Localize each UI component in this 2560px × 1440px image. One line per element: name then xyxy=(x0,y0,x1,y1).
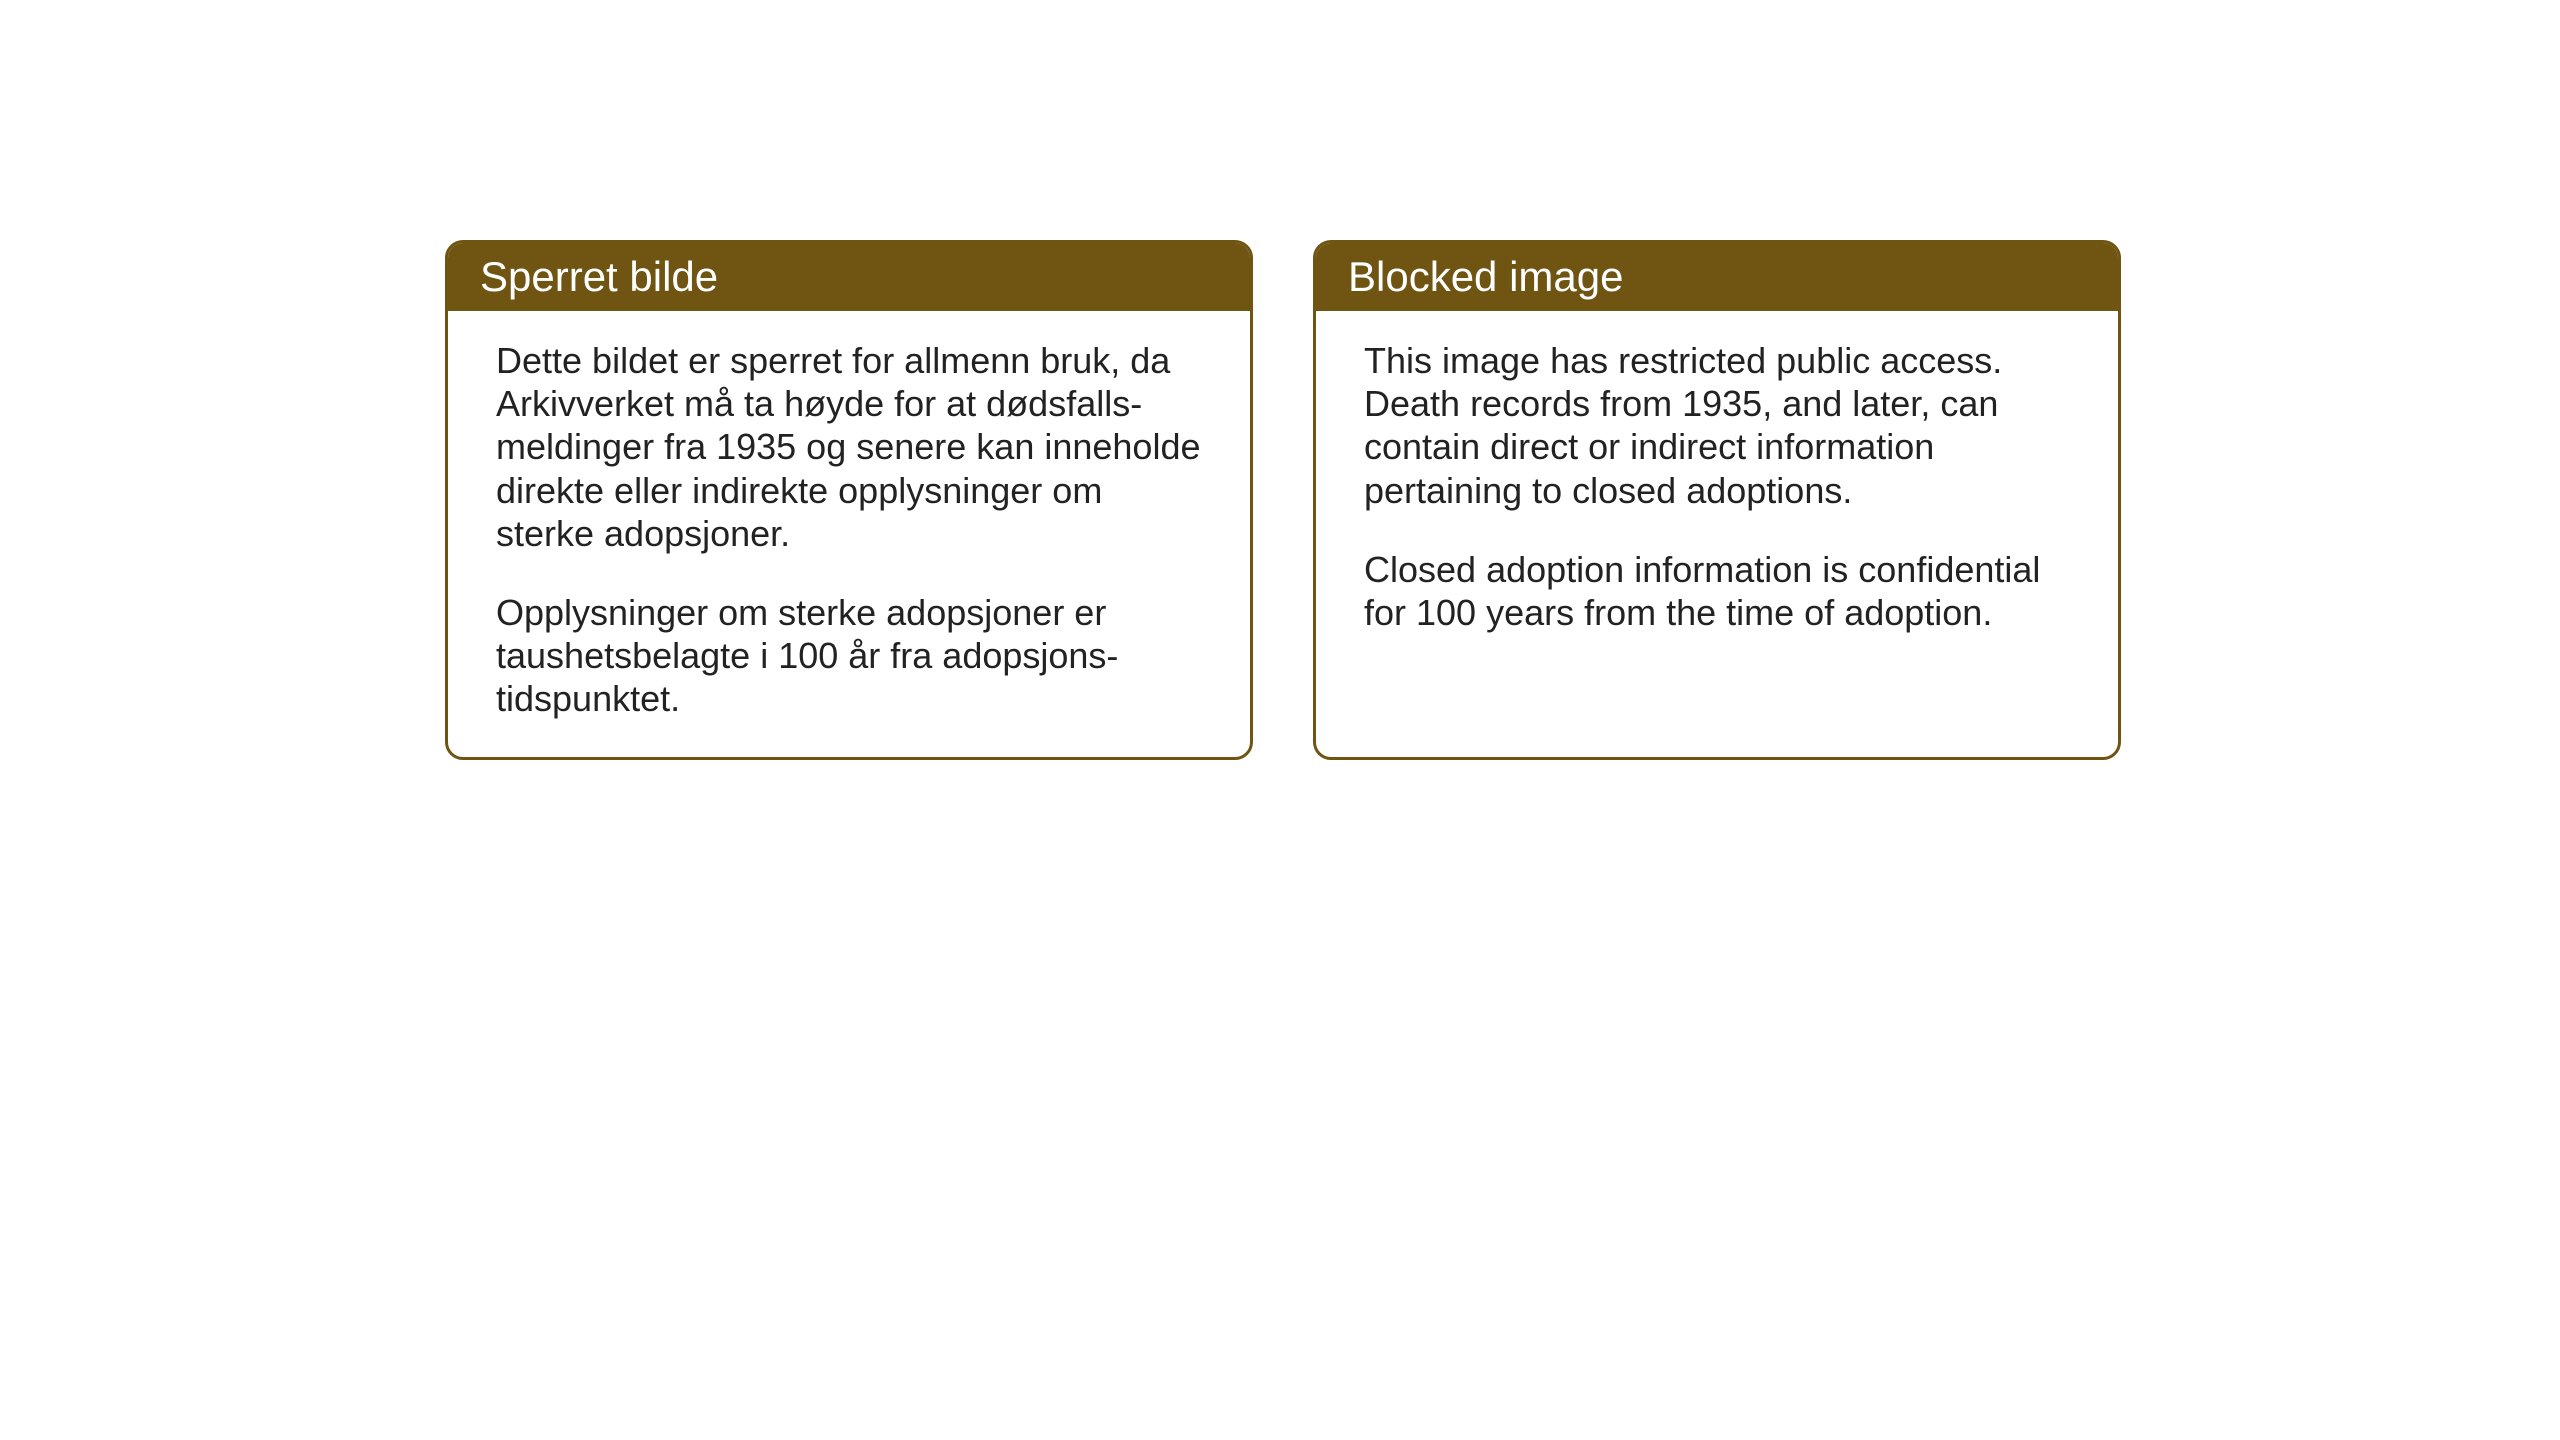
card-title-norwegian: Sperret bilde xyxy=(480,253,718,300)
card-body-english: This image has restricted public access.… xyxy=(1316,311,2118,670)
card-paragraph-1-english: This image has restricted public access.… xyxy=(1364,339,2070,512)
card-paragraph-1-norwegian: Dette bildet er sperret for allmenn bruk… xyxy=(496,339,1202,555)
notice-cards-container: Sperret bilde Dette bildet er sperret fo… xyxy=(445,240,2121,760)
card-header-english: Blocked image xyxy=(1316,243,2118,311)
card-header-norwegian: Sperret bilde xyxy=(448,243,1250,311)
card-paragraph-2-english: Closed adoption information is confident… xyxy=(1364,548,2070,634)
notice-card-norwegian: Sperret bilde Dette bildet er sperret fo… xyxy=(445,240,1253,760)
card-paragraph-2-norwegian: Opplysninger om sterke adopsjoner er tau… xyxy=(496,591,1202,721)
card-title-english: Blocked image xyxy=(1348,253,1623,300)
card-body-norwegian: Dette bildet er sperret for allmenn bruk… xyxy=(448,311,1250,757)
notice-card-english: Blocked image This image has restricted … xyxy=(1313,240,2121,760)
